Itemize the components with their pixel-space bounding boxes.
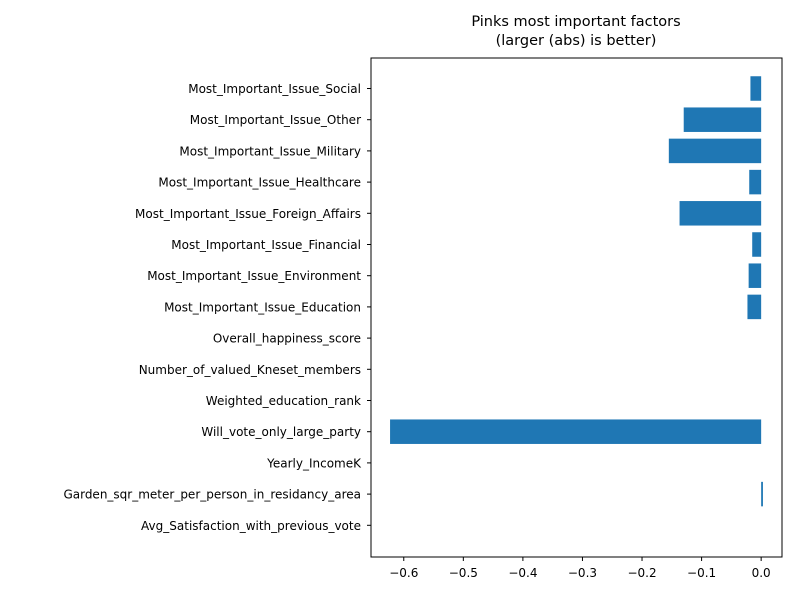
x-axis: −0.6 −0.5 −0.4 −0.3 −0.2 −0.1 0.0 xyxy=(389,557,771,580)
x-tick-label: −0.2 xyxy=(627,566,656,580)
chart-title-line-2: (larger (abs) is better) xyxy=(496,33,657,49)
bar-most-important-issue-financial xyxy=(752,232,762,257)
bar-most-important-issue-foreign-affairs xyxy=(679,201,762,226)
x-tick-label: −0.6 xyxy=(389,566,418,580)
y-tick-label: Most_Important_Issue_Healthcare xyxy=(158,176,361,190)
plot-area-frame xyxy=(370,57,783,558)
y-tick-label: Most_Important_Issue_Military xyxy=(179,144,361,158)
y-tick-label: Avg_Satisfaction_with_previous_vote xyxy=(141,519,361,533)
bar-most-important-issue-military xyxy=(668,138,762,164)
x-tick-label: −0.5 xyxy=(449,566,478,580)
bar-most-important-issue-social xyxy=(750,76,762,101)
bar-most-important-issue-other xyxy=(683,107,762,132)
x-tick-label: −0.3 xyxy=(568,566,597,580)
y-tick-label: Most_Important_Issue_Social xyxy=(188,82,361,96)
bar-most-important-issue-environment xyxy=(748,263,762,288)
chart-title-line-1: Pinks most important factors xyxy=(471,14,680,30)
y-tick-label: Yearly_IncomeK xyxy=(266,456,362,470)
y-tick-label: Number_of_valued_Kneset_members xyxy=(139,363,361,377)
y-axis: Most_Important_Issue_Social Most_Importan… xyxy=(63,82,371,533)
x-tick-label: −0.4 xyxy=(508,566,537,580)
x-tick-label: −0.1 xyxy=(687,566,716,580)
y-tick-label: Will_vote_only_large_party xyxy=(201,425,361,439)
y-tick-label: Most_Important_Issue_Education xyxy=(164,300,361,314)
x-tick-label: 0.0 xyxy=(752,566,771,580)
bar-garden-sqr-meter-per-person-in-residancy-area xyxy=(761,481,763,507)
y-tick-label: Most_Important_Issue_Other xyxy=(190,113,361,127)
bar-most-important-issue-healthcare xyxy=(749,169,762,195)
y-tick-label: Garden_sqr_meter_per_person_in_residancy… xyxy=(63,488,361,502)
bar-will-vote-only-large-party xyxy=(390,419,762,444)
y-tick-label: Most_Important_Issue_Environment xyxy=(147,269,361,283)
bars-layer xyxy=(390,76,763,507)
bar-most-important-issue-education xyxy=(747,294,762,320)
y-tick-label: Weighted_education_rank xyxy=(206,394,361,408)
y-tick-label: Most_Important_Issue_Financial xyxy=(171,238,361,252)
y-tick-label: Overall_happiness_score xyxy=(213,332,361,346)
y-tick-label: Most_Important_Issue_Foreign_Affairs xyxy=(135,207,361,221)
